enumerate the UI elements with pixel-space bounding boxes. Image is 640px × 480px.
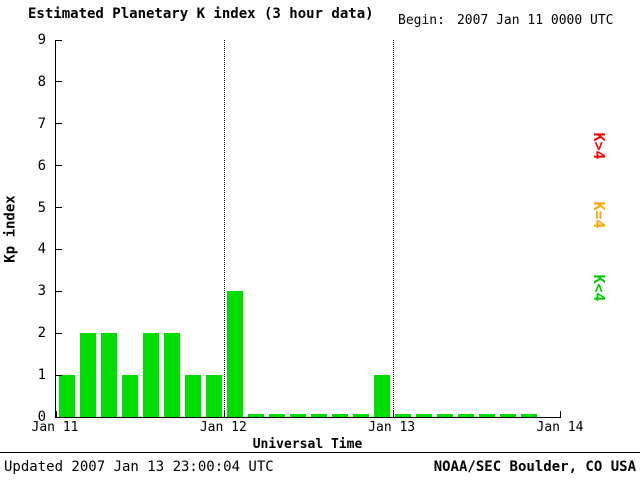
legend: K>4 K=4 K<4 xyxy=(570,0,630,420)
y-tick-label: 5 xyxy=(37,199,46,216)
kp-bar xyxy=(395,414,412,417)
x-tick-mark xyxy=(560,411,561,417)
footer-divider xyxy=(0,452,640,453)
legend-item: K=4 xyxy=(590,201,608,229)
legend-item: K>4 xyxy=(590,132,608,160)
y-tick-mark xyxy=(56,165,62,167)
kp-bar xyxy=(416,414,433,417)
begin-timestamp: Begin: 2007 Jan 11 0000 UTC xyxy=(398,13,614,28)
y-tick-label: 1 xyxy=(37,367,46,384)
x-tick-label: Jan 14 xyxy=(536,420,584,435)
day-boundary-gridline xyxy=(224,40,226,417)
kp-bar xyxy=(163,333,180,417)
y-axis-tick-labels: 0 1 2 3 4 5 6 7 8 9 xyxy=(26,32,48,425)
begin-value: 2007 Jan 11 0000 UTC xyxy=(456,13,614,28)
kp-bar xyxy=(100,333,117,417)
x-tick-label: Jan 13 xyxy=(368,420,416,435)
legend-item: K<4 xyxy=(590,274,608,302)
kp-bar xyxy=(247,414,264,417)
kp-bar xyxy=(458,414,475,417)
kp-bar xyxy=(521,414,538,417)
y-tick-mark xyxy=(56,374,62,376)
x-axis-title: Universal Time xyxy=(252,437,363,452)
kp-bar xyxy=(479,414,496,417)
y-tick-label: 9 xyxy=(37,32,46,48)
kp-bar xyxy=(205,375,222,417)
chart-title: Estimated Planetary K index (3 hour data… xyxy=(28,6,374,22)
y-tick-mark xyxy=(56,248,62,250)
kp-bar xyxy=(332,414,349,417)
y-tick-mark xyxy=(56,39,62,41)
y-tick-mark xyxy=(56,290,62,292)
updated-text: Updated 2007 Jan 13 23:00:04 UTC xyxy=(4,459,274,475)
y-axis-title: Kp index xyxy=(3,194,19,263)
kp-bar xyxy=(79,333,96,417)
y-tick-mark xyxy=(56,81,62,83)
y-tick-mark xyxy=(56,332,62,334)
x-tick-mark xyxy=(392,411,394,417)
x-tick-mark xyxy=(56,411,57,417)
day-boundary-gridline xyxy=(392,40,394,417)
y-tick-label: 0 xyxy=(37,409,46,425)
kp-bar xyxy=(268,414,285,417)
x-axis-tick-labels: Jan 11 Jan 12 Jan 13 Jan 14 xyxy=(32,420,584,436)
kp-bar xyxy=(142,333,159,417)
begin-label: Begin: xyxy=(398,13,445,28)
y-tick-label: 8 xyxy=(37,73,46,90)
kp-bar xyxy=(226,291,243,417)
y-tick-label: 6 xyxy=(37,157,46,174)
x-tick-label: Jan 12 xyxy=(199,420,247,435)
kp-bar xyxy=(184,375,201,417)
kp-bar xyxy=(289,414,306,417)
plot-area xyxy=(55,39,561,418)
kp-bar xyxy=(374,375,391,417)
kp-bar xyxy=(500,414,517,417)
y-tick-mark xyxy=(56,416,62,418)
y-tick-label: 4 xyxy=(37,241,46,258)
kp-bar xyxy=(121,375,138,417)
kp-bar xyxy=(311,414,327,417)
kp-bar xyxy=(437,414,454,417)
kp-bar xyxy=(58,375,75,417)
y-axis-title-wrap: Kp index xyxy=(0,40,22,417)
y-tick-mark xyxy=(56,123,62,125)
y-tick-mark xyxy=(56,207,62,209)
y-tick-label: 3 xyxy=(37,283,46,300)
x-tick-mark xyxy=(224,411,226,417)
y-tick-label: 2 xyxy=(37,325,46,342)
source-text: NOAA/SEC Boulder, CO USA xyxy=(433,459,636,475)
kp-bar xyxy=(353,414,370,417)
x-tick-label: Jan 11 xyxy=(31,420,79,435)
y-tick-label: 7 xyxy=(37,115,46,132)
